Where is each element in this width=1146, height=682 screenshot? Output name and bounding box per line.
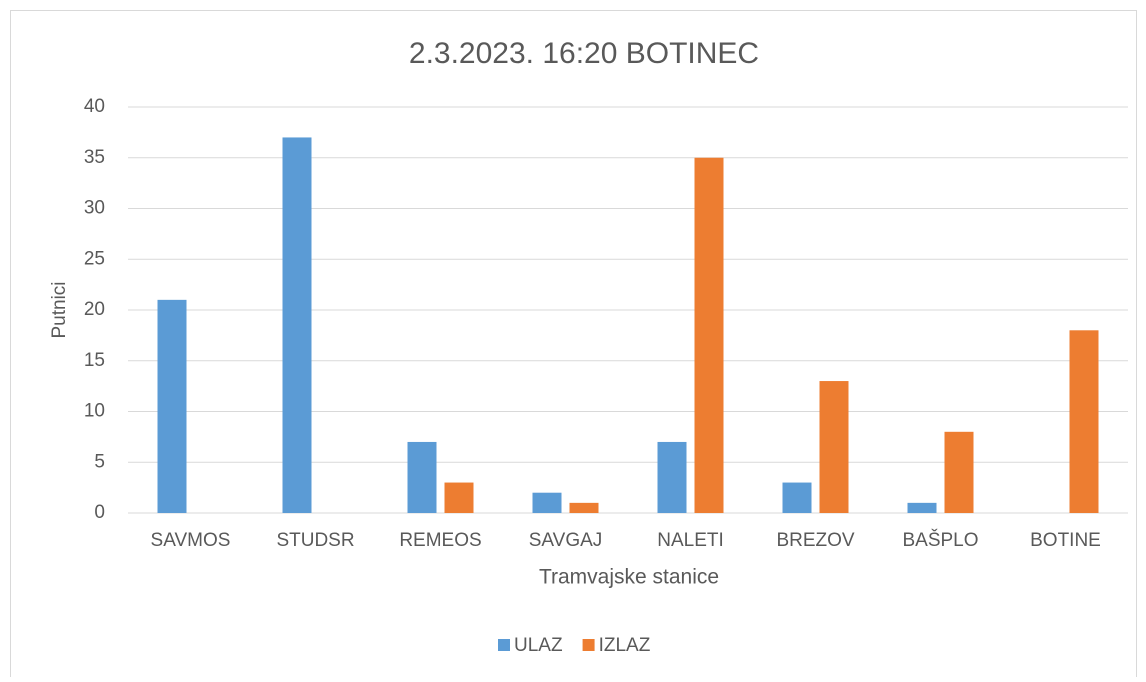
bar	[532, 492, 562, 513]
y-tick-label: 10	[84, 401, 105, 422]
y-tick-label: 0	[94, 502, 105, 523]
legend-label: ULAZ	[514, 635, 563, 656]
bar	[569, 502, 599, 513]
bar	[157, 299, 187, 513]
y-tick-label: 20	[84, 299, 105, 320]
y-tick-label: 35	[84, 147, 105, 168]
bar	[444, 482, 474, 513]
bar	[782, 482, 812, 513]
y-tick-label: 30	[84, 198, 105, 219]
bar	[1069, 330, 1099, 513]
bar	[944, 431, 974, 513]
y-tick-label: 5	[94, 451, 105, 472]
bar	[407, 441, 437, 513]
y-tick-label: 15	[84, 350, 105, 371]
x-tick-label: BAŠPLO	[902, 529, 978, 551]
y-tick-label: 25	[84, 248, 105, 269]
x-axis-title: Tramvajske stanice	[539, 566, 719, 589]
legend-label: IZLAZ	[599, 635, 651, 656]
legend-swatch	[582, 639, 595, 651]
x-tick-label: SAVMOS	[151, 530, 231, 551]
bar	[907, 502, 937, 513]
x-tick-label: SAVGAJ	[529, 530, 603, 551]
x-tick-label: BREZOV	[776, 530, 854, 551]
bar	[819, 381, 849, 513]
y-axis-title: Putnici	[49, 281, 70, 338]
x-tick-label: NALETI	[657, 530, 724, 551]
bar	[282, 137, 312, 513]
x-tick-label: BOTINE	[1030, 530, 1101, 551]
chart-frame	[10, 10, 1137, 682]
legend-swatch	[498, 639, 510, 651]
bar	[657, 441, 687, 513]
chart-title: 2.3.2023. 16:20 BOTINEC	[409, 37, 759, 70]
x-tick-label: STUDSR	[276, 530, 354, 551]
x-tick-label: REMEOS	[399, 530, 481, 551]
bar	[694, 157, 724, 513]
y-tick-label: 40	[84, 96, 105, 117]
